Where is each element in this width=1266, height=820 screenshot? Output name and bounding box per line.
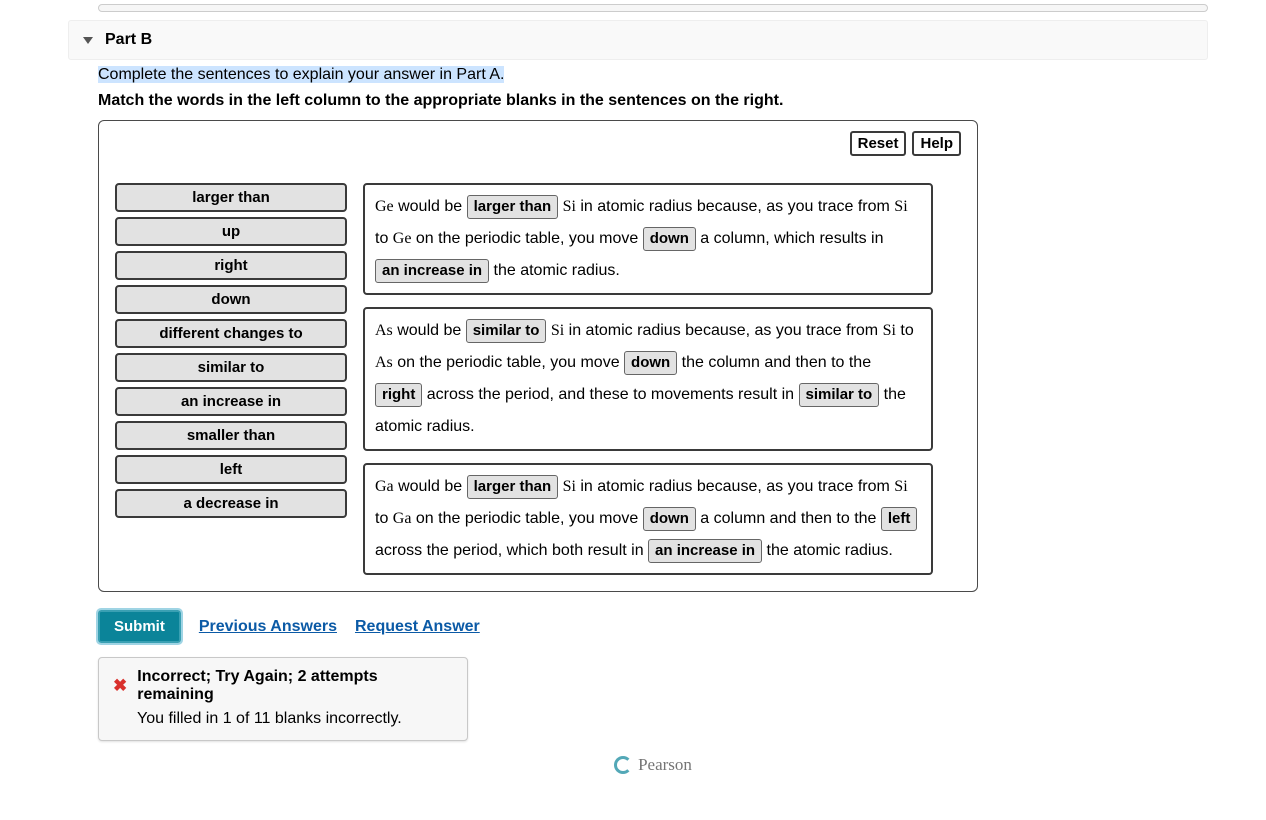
part-title: Part B (105, 31, 152, 49)
blank-chip[interactable]: larger than (467, 195, 559, 219)
instructions: Complete the sentences to explain your a… (98, 66, 1208, 110)
submit-button[interactable]: Submit (98, 610, 181, 643)
text: on the periodic table, you move (411, 230, 642, 247)
text: would be (394, 198, 467, 215)
blank-chip[interactable]: an increase in (375, 259, 489, 283)
text: would be (394, 478, 467, 495)
element-ge: Ge (375, 198, 394, 215)
workbox: Reset Help larger than up right down dif… (98, 120, 978, 592)
element-si: Si (563, 198, 576, 215)
word-item[interactable]: a decrease in (115, 489, 347, 518)
text: the atomic radius. (762, 542, 893, 559)
element-ge: Ge (393, 230, 412, 247)
word-item[interactable]: different changes to (115, 319, 347, 348)
text: in atomic radius because, as you trace f… (564, 322, 882, 339)
part-header[interactable]: Part B (68, 20, 1208, 60)
text: in atomic radius because, as you trace f… (576, 478, 894, 495)
text: on the periodic table, you move (411, 510, 642, 527)
element-si: Si (894, 478, 907, 495)
text: a column, which results in (696, 230, 884, 247)
word-item[interactable]: an increase in (115, 387, 347, 416)
text: across the period, and these to movement… (422, 386, 798, 403)
word-item[interactable]: smaller than (115, 421, 347, 450)
text: to (375, 510, 393, 527)
workbox-toolbar: Reset Help (850, 131, 961, 156)
element-si: Si (883, 322, 896, 339)
blank-chip[interactable]: down (624, 351, 677, 375)
columns: larger than up right down different chan… (115, 183, 961, 575)
sentences: Ge would be larger than Si in atomic rad… (363, 183, 933, 575)
sentence-3: Ga would be larger than Si in atomic rad… (363, 463, 933, 575)
element-as: As (375, 322, 393, 339)
blank-chip[interactable]: larger than (467, 475, 559, 499)
blank-chip[interactable]: left (881, 507, 918, 531)
text: the atomic radius. (489, 262, 620, 279)
word-item[interactable]: right (115, 251, 347, 280)
word-item[interactable]: left (115, 455, 347, 484)
feedback-text-2: You filled in 1 of 11 blanks incorrectly… (137, 710, 453, 728)
reset-button[interactable]: Reset (850, 131, 907, 156)
element-si: Si (894, 198, 907, 215)
element-si: Si (563, 478, 576, 495)
word-item[interactable]: down (115, 285, 347, 314)
content-area: Complete the sentences to explain your a… (98, 66, 1208, 775)
element-si: Si (551, 322, 564, 339)
element-ga: Ga (375, 478, 394, 495)
word-item[interactable]: larger than (115, 183, 347, 212)
help-button[interactable]: Help (912, 131, 961, 156)
previous-answers-link[interactable]: Previous Answers (199, 618, 337, 636)
pearson-logo-icon (614, 756, 632, 774)
word-item[interactable]: up (115, 217, 347, 246)
sentence-1: Ge would be larger than Si in atomic rad… (363, 183, 933, 295)
instruction-bold: Match the words in the left column to th… (98, 92, 1208, 110)
blank-chip[interactable]: similar to (799, 383, 880, 407)
blank-chip[interactable]: down (643, 507, 696, 531)
text: in atomic radius because, as you trace f… (576, 198, 894, 215)
footer-brand: Pearson (638, 755, 692, 775)
request-answer-link[interactable]: Request Answer (355, 618, 480, 636)
word-item[interactable]: similar to (115, 353, 347, 382)
blank-chip[interactable]: right (375, 383, 422, 407)
collapsed-panel (98, 4, 1208, 12)
chevron-down-icon (83, 37, 93, 44)
text: the column and then to the (677, 354, 871, 371)
feedback-text-1: Incorrect; Try Again; 2 attempts remaini… (137, 668, 453, 704)
error-icon: ✖ (113, 676, 127, 696)
text: would be (393, 322, 466, 339)
feedback-box: ✖ Incorrect; Try Again; 2 attempts remai… (98, 657, 468, 741)
sentence-2: As would be similar to Si in atomic radi… (363, 307, 933, 451)
blank-chip[interactable]: similar to (466, 319, 547, 343)
instruction-highlighted: Complete the sentences to explain your a… (98, 66, 504, 83)
blank-chip[interactable]: an increase in (648, 539, 762, 563)
element-as: As (375, 354, 393, 371)
actions-row: Submit Previous Answers Request Answer (98, 610, 1208, 643)
feedback-title: ✖ Incorrect; Try Again; 2 attempts remai… (113, 668, 453, 704)
text: across the period, which both result in (375, 542, 648, 559)
element-ga: Ga (393, 510, 412, 527)
text: a column and then to the (696, 510, 881, 527)
wordbank: larger than up right down different chan… (115, 183, 347, 575)
text: to (375, 230, 393, 247)
footer: Pearson (98, 755, 1208, 775)
blank-chip[interactable]: down (643, 227, 696, 251)
text: on the periodic table, you move (393, 354, 624, 371)
text: to (896, 322, 914, 339)
